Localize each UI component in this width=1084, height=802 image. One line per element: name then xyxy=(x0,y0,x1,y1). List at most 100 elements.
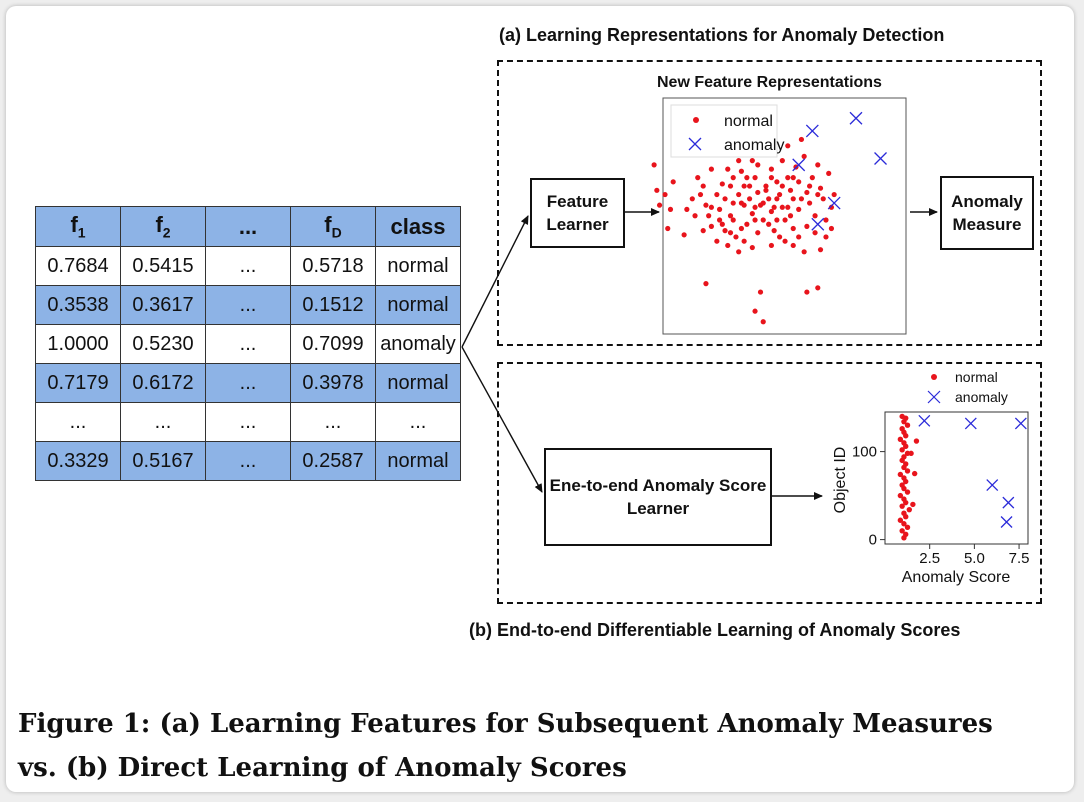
normal-point xyxy=(670,179,676,185)
normal-point xyxy=(725,166,731,172)
normal-point xyxy=(768,175,775,181)
normal-point xyxy=(798,196,805,202)
normal-point xyxy=(899,503,905,509)
normal-point xyxy=(766,196,772,202)
y-tick-label: 0 xyxy=(869,532,877,549)
normal-point xyxy=(703,202,709,208)
normal-point xyxy=(760,319,766,325)
table-cell: ... xyxy=(205,441,291,481)
table-cell: 0.6172 xyxy=(120,363,206,403)
normal-point xyxy=(741,238,747,244)
normal-point xyxy=(899,426,905,432)
score-learner-box: Ene-to-end Anomaly Score Learner xyxy=(544,448,772,546)
normal-point xyxy=(904,422,911,428)
table-row: 0.3538 0.3617... 0.1512 normal xyxy=(35,285,461,325)
normal-point xyxy=(901,496,907,502)
normal-point xyxy=(828,225,835,232)
normal-point xyxy=(725,242,731,249)
normal-point xyxy=(785,143,791,149)
normal-point xyxy=(727,230,734,236)
normal-point xyxy=(763,187,769,193)
normal-point xyxy=(787,213,794,219)
normal-point xyxy=(755,189,761,196)
anomaly-point xyxy=(986,479,999,491)
normal-point xyxy=(763,183,769,189)
legend-normal-marker xyxy=(693,117,699,123)
normal-point xyxy=(812,213,818,219)
normal-point xyxy=(804,223,810,229)
normal-point xyxy=(706,213,712,219)
normal-point xyxy=(823,217,829,223)
table-cell: 0.3617 xyxy=(120,285,206,325)
caption-line-2: vs. (b) Direct Learning of Anomaly Score… xyxy=(18,753,627,783)
normal-point xyxy=(815,191,821,198)
section-b-frame xyxy=(497,362,1042,604)
normal-point xyxy=(730,200,736,206)
table-cell: 0.7179 xyxy=(35,363,121,403)
table-cell: 0.5718 xyxy=(290,246,376,286)
normal-point xyxy=(746,183,753,189)
normal-point xyxy=(722,228,728,234)
normal-point xyxy=(736,249,742,255)
table-cell: ... xyxy=(205,246,291,286)
table-cell: ... xyxy=(375,402,461,442)
normal-point xyxy=(665,225,671,232)
normal-point xyxy=(779,158,785,164)
anomaly-point xyxy=(805,124,819,138)
normal-point xyxy=(752,175,758,181)
normal-point xyxy=(817,247,824,253)
normal-point xyxy=(777,191,783,198)
normal-point xyxy=(697,191,704,198)
feature-learner-box: Feature Learner xyxy=(530,178,625,248)
header-f2: f2 xyxy=(120,206,206,247)
table-cell: 0.5167 xyxy=(120,441,206,481)
normal-point xyxy=(651,162,657,168)
normal-point xyxy=(901,521,907,527)
normal-point xyxy=(692,213,698,219)
normal-point xyxy=(820,196,826,202)
anomaly-measure-box: Anomaly Measure xyxy=(940,176,1034,250)
normal-point xyxy=(901,440,907,446)
normal-point xyxy=(700,228,706,234)
normal-point xyxy=(656,202,663,208)
normal-point xyxy=(708,204,715,210)
table-cell: 0.7684 xyxy=(35,246,121,286)
normal-point xyxy=(719,221,725,227)
table-cell: 0.3978 xyxy=(290,363,376,403)
anomaly-point xyxy=(1002,496,1015,509)
normal-point xyxy=(768,166,775,172)
table-cell: 0.5230 xyxy=(120,324,206,364)
normal-point xyxy=(904,524,911,530)
normal-point xyxy=(785,204,791,210)
normal-point xyxy=(774,179,780,185)
normal-point xyxy=(913,438,920,444)
normal-point xyxy=(826,170,832,176)
table-cell: 1.0000 xyxy=(35,324,121,364)
table-cell: ... xyxy=(290,402,376,442)
header-ellipsis: ... xyxy=(205,206,291,247)
arrow-to-score-learner xyxy=(461,346,543,493)
normal-point xyxy=(903,461,909,467)
x-tick-label: 2.5 xyxy=(919,550,940,567)
normal-point xyxy=(790,175,796,181)
normal-point xyxy=(768,242,775,249)
normal-point xyxy=(777,234,783,240)
normal-point xyxy=(716,206,723,212)
normal-point xyxy=(774,217,780,223)
table-cell: 0.7099 xyxy=(290,324,376,364)
table-cell: ... xyxy=(35,402,121,442)
normal-point xyxy=(681,232,687,238)
normal-point xyxy=(738,200,745,206)
legend-normal-label: normal xyxy=(724,113,773,130)
normal-point xyxy=(897,517,904,523)
feature-plot-legend xyxy=(670,104,778,158)
normal-point xyxy=(897,436,904,442)
normal-point xyxy=(817,185,824,191)
normal-point xyxy=(787,187,794,193)
normal-point xyxy=(796,206,802,212)
normal-point xyxy=(897,492,904,499)
table-row: 0.7684 0.5415... 0.5718 normal xyxy=(35,246,461,286)
table-cell: normal xyxy=(375,363,461,403)
normal-point xyxy=(722,196,728,202)
normal-point xyxy=(910,501,916,508)
